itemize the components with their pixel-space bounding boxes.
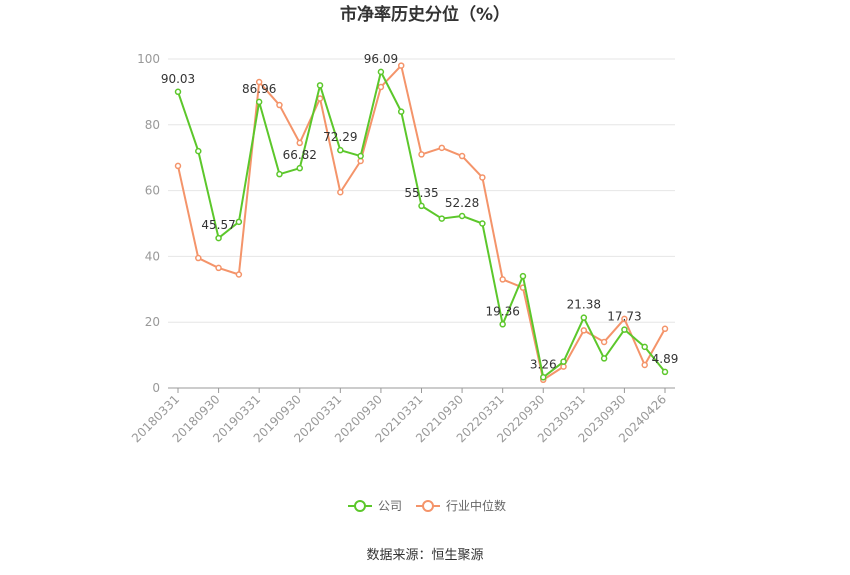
data-label: 4.89 [652, 352, 679, 366]
legend[interactable]: 公司 行业中位数 [348, 498, 506, 513]
data-point [580, 314, 588, 321]
data-point [296, 164, 303, 172]
data-point [316, 82, 324, 89]
data-point [397, 62, 405, 69]
data-label: 52.28 [445, 196, 479, 210]
data-label: 3.26 [530, 357, 557, 371]
data-point [296, 139, 303, 147]
data-point [560, 358, 567, 365]
chart-title: 市净率历史分位（%） [340, 4, 510, 25]
data-point [377, 68, 385, 76]
grid-lines [168, 58, 675, 323]
data-label: 45.57 [201, 218, 235, 232]
data-point [235, 218, 243, 226]
y-tick-label: 100 [137, 52, 160, 66]
data-point [174, 88, 182, 96]
y-tick-label: 80 [145, 118, 160, 132]
data-point [357, 152, 364, 160]
series-group [174, 62, 669, 384]
y-axis: 0 20 40 60 80 100 [137, 52, 160, 395]
data-point [215, 234, 222, 242]
legend-marker [422, 500, 434, 512]
data-point [255, 78, 263, 86]
data-point [337, 146, 344, 154]
data-labels: 90.03 45.57 86.96 66.82 72.29 96.09 55.35 52.28… [161, 52, 679, 371]
data-point [519, 272, 527, 280]
data-point [215, 264, 222, 272]
data-point [641, 343, 648, 351]
data-point [235, 271, 243, 278]
data-point [397, 108, 405, 115]
data-point [641, 361, 648, 369]
data-point [600, 338, 608, 346]
y-tick-label: 0 [152, 381, 160, 395]
data-point [377, 83, 385, 91]
data-point [458, 152, 466, 160]
y-tick-label: 40 [145, 249, 160, 263]
data-label: 21.38 [567, 298, 601, 312]
data-point [479, 174, 486, 181]
data-point [540, 374, 547, 381]
data-point [600, 355, 608, 362]
data-point [661, 368, 669, 376]
legend-marker [354, 500, 366, 512]
x-axis: 2018033120180930201903312019093020200331… [129, 387, 675, 445]
data-point [438, 215, 446, 222]
data-point [479, 220, 486, 227]
data-label: 55.35 [404, 186, 438, 200]
data-point [195, 254, 202, 262]
legend-item-industry-median[interactable]: 行业中位数 [416, 498, 506, 513]
data-label: 90.03 [161, 72, 195, 86]
data-label: 17.73 [607, 310, 641, 324]
data-point [621, 326, 628, 333]
data-point [438, 144, 446, 152]
legend-label: 公司 [378, 499, 402, 513]
data-point [276, 170, 283, 178]
legend-label: 行业中位数 [446, 498, 506, 513]
data-label: 72.29 [323, 130, 357, 144]
data-point [661, 325, 669, 333]
data-point [276, 101, 283, 109]
data-point [174, 162, 182, 170]
data-point [337, 188, 344, 196]
source-note: 数据来源：恒生聚源 [366, 548, 483, 563]
data-point [316, 95, 324, 102]
data-point [499, 321, 506, 328]
legend-item-company[interactable]: 公司 [348, 499, 402, 513]
data-label: 19.36 [485, 304, 519, 318]
data-label: 96.09 [364, 52, 398, 66]
series-line-company [177, 70, 666, 379]
data-point [499, 276, 506, 283]
y-tick-label: 60 [145, 184, 160, 198]
data-point [255, 98, 263, 106]
data-point [580, 327, 588, 334]
data-label: 86.96 [242, 82, 276, 96]
data-point [418, 151, 425, 158]
data-point [195, 147, 202, 155]
y-tick-label: 20 [145, 315, 160, 329]
data-point [418, 202, 425, 210]
data-label: 66.82 [283, 148, 317, 162]
data-point [621, 315, 628, 323]
data-point [458, 212, 466, 220]
